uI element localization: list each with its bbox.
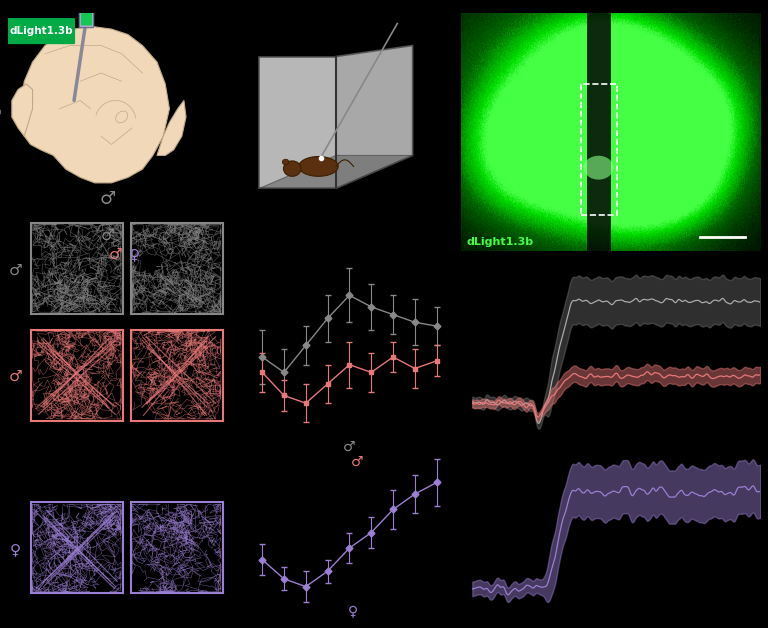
Polygon shape [157,100,186,156]
Polygon shape [260,155,412,188]
Circle shape [584,156,614,180]
Text: ♂: ♂ [8,369,22,384]
Polygon shape [12,84,32,136]
Polygon shape [587,13,611,251]
FancyBboxPatch shape [7,18,75,44]
Polygon shape [20,26,170,183]
Text: ♀: ♀ [348,605,359,619]
Polygon shape [336,45,412,188]
Text: dLight1.3b: dLight1.3b [467,237,534,247]
Text: ♀: ♀ [10,542,21,557]
FancyBboxPatch shape [81,0,92,26]
FancyBboxPatch shape [79,0,94,28]
Ellipse shape [283,161,301,176]
Text: ♂: ♂ [343,440,356,453]
Polygon shape [260,57,336,188]
Text: ♀: ♀ [129,247,140,262]
Text: ♂: ♂ [99,190,115,208]
Text: ♂: ♂ [8,263,22,278]
Text: ♂: ♂ [0,108,2,126]
Ellipse shape [283,160,289,165]
Text: ♂: ♂ [101,228,114,243]
Bar [581,84,617,215]
Ellipse shape [116,111,127,123]
Text: ♂: ♂ [108,247,122,262]
Text: ♂: ♂ [351,455,363,469]
Text: dLight1.3b: dLight1.3b [10,26,74,36]
Ellipse shape [299,156,338,176]
